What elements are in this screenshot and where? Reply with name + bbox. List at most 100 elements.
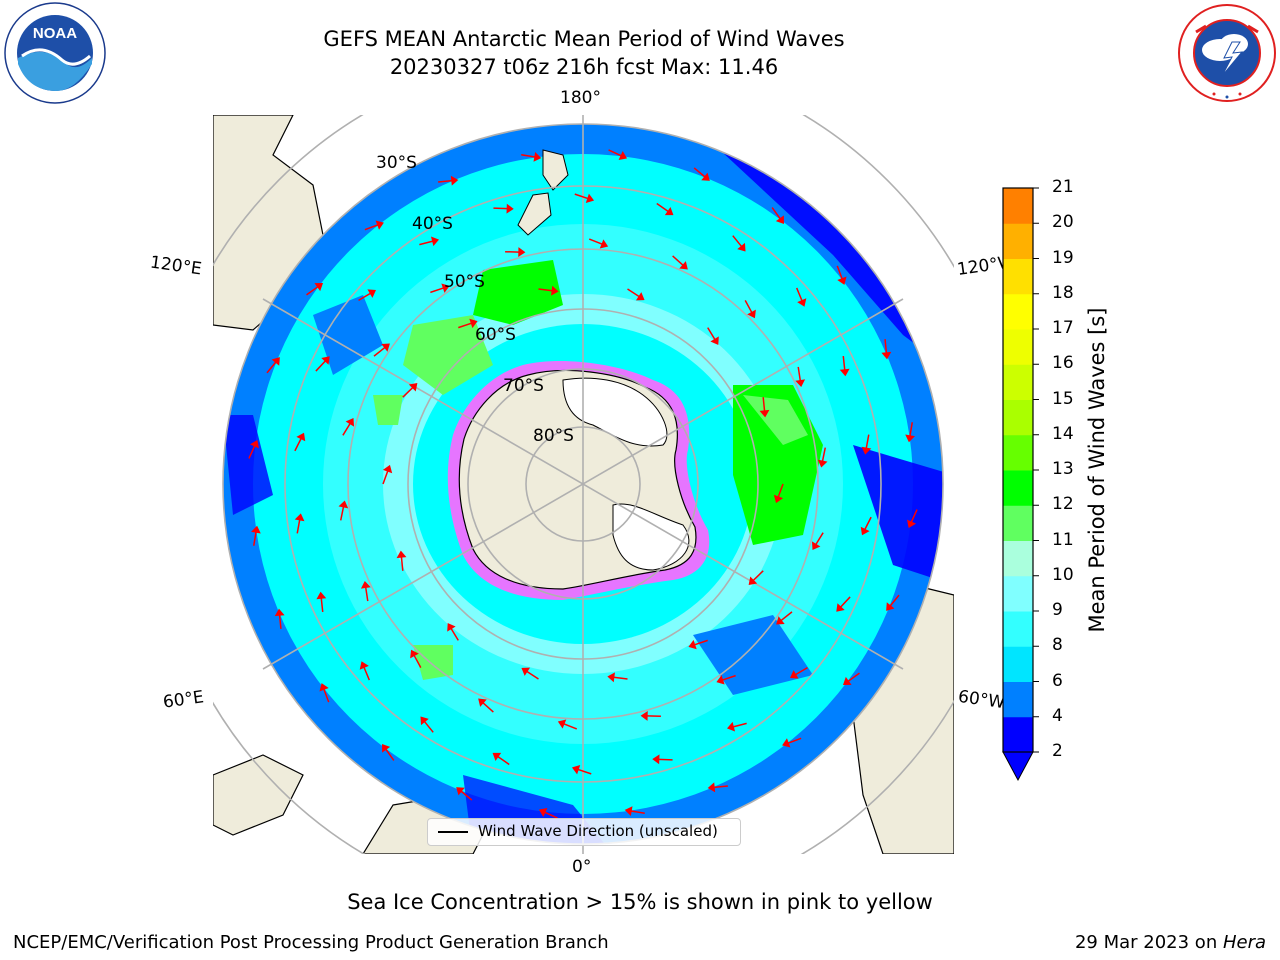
wave-arrow-shaft: [884, 339, 888, 354]
wave-arrow-shaft: [608, 149, 622, 157]
colorbar-tick-label: 17: [1052, 318, 1074, 338]
sea-ice-note: Sea Ice Concentration > 15% is shown in …: [347, 890, 933, 914]
wave-arrow-shaft: [400, 556, 404, 571]
wave-arrow-head: [842, 676, 852, 685]
colorbar-tick-label: 12: [1052, 494, 1074, 515]
noaa-logo: NOAA: [4, 2, 106, 104]
wave-arrow-head: [316, 591, 327, 600]
wave-arrow-head: [839, 368, 850, 377]
wave-arrow-head: [618, 150, 628, 160]
wave-arrow-shaft: [693, 167, 706, 178]
wave-arrow-shaft: [588, 238, 603, 245]
wave-arrow-shaft: [840, 596, 851, 608]
wave-arrow-shaft: [364, 587, 369, 602]
colorbar-tick-label: 20: [1052, 212, 1074, 233]
wave-arrow-shaft: [382, 470, 389, 485]
wave-arrow-shaft: [493, 207, 508, 210]
wave-arrow-head: [450, 175, 459, 186]
wave-arrow-shaft: [296, 519, 301, 534]
wave-arrow-shaft: [419, 240, 434, 246]
wave-arrow-head: [775, 215, 784, 225]
wave-arrow-head: [737, 242, 746, 252]
wave-arrow-head: [557, 719, 567, 729]
colorbar: [1002, 187, 1039, 782]
wave-arrow-shaft: [294, 438, 302, 452]
wave-arrow-shaft: [732, 235, 743, 248]
wave-arrow-shaft: [865, 434, 870, 449]
wave-arrow-shaft: [364, 224, 379, 231]
wave-arrow-head: [367, 289, 376, 298]
wave-arrow-head: [456, 787, 465, 796]
wave-arrow-head: [652, 754, 660, 765]
wave-arrow-head: [707, 782, 716, 793]
wave-arrow-head: [747, 309, 756, 319]
colorbar-tick-label: 14: [1052, 423, 1074, 444]
wave-arrow-head: [478, 698, 487, 707]
wave-arrow-shaft: [306, 286, 319, 296]
wave-arrow-head: [319, 683, 329, 692]
chart-title: GEFS MEAN Antarctic Mean Period of Wind …: [323, 27, 845, 51]
colorbar-segment: [1003, 540, 1033, 577]
wave-arrow-head: [294, 513, 305, 522]
wave-arrow-head: [624, 806, 633, 816]
wave-arrow-shaft: [694, 639, 708, 646]
wave-arrow-head: [441, 283, 450, 293]
wave-arrow-head: [469, 318, 478, 329]
wave-arrow-head: [688, 639, 697, 650]
wave-arrow-head: [782, 738, 791, 748]
wave-arrow-shaft: [795, 287, 803, 302]
wave-arrow-shaft: [385, 748, 395, 761]
wave-arrow-shaft: [910, 509, 918, 523]
wave-arrow-shaft: [909, 422, 913, 437]
colorbar-segment: [1003, 646, 1033, 682]
wave-arrow-shaft: [672, 255, 684, 266]
wave-arrow-shaft: [526, 670, 539, 680]
colorbar-tick-label: 16: [1052, 353, 1074, 374]
wave-arrow-head: [249, 439, 259, 449]
colorbar-segment: [1003, 399, 1033, 436]
wave-arrow-head: [773, 494, 784, 504]
wave-arrow-head: [795, 379, 806, 388]
wave-arrow-shaft: [497, 755, 510, 766]
wave-arrow-shaft: [438, 179, 453, 183]
wave-arrow-head: [271, 357, 280, 366]
colorbar-segment: [1003, 470, 1033, 506]
colorbar-tick-label: 13: [1052, 459, 1074, 479]
lat-label-30s: 30°S: [376, 153, 417, 173]
wave-arrow-head: [811, 541, 821, 550]
wave-arrow-shaft: [780, 611, 793, 622]
wave-arrow-head: [716, 675, 725, 685]
wave-arrow-head: [521, 667, 531, 676]
wave-arrow-shaft: [544, 811, 558, 819]
wave-arrow-shaft: [413, 654, 422, 668]
wave-arrow-head: [759, 409, 770, 418]
wave-arrow-shaft: [771, 207, 781, 220]
wave-arrow-head: [314, 283, 324, 292]
wave-arrow-shaft: [320, 597, 324, 612]
wave-arrow-head: [396, 550, 407, 559]
legend-line-swatch: [438, 831, 468, 833]
colorbar-segment: [1003, 611, 1033, 647]
wave-arrow-head: [837, 276, 847, 285]
colorbar-label: Mean Period of Wind Waves [s]: [1085, 307, 1109, 633]
wave-arrow-shaft: [423, 720, 434, 733]
wave-arrow-shaft: [889, 594, 900, 607]
colorbar-segment: [1003, 681, 1033, 718]
wave-arrow-head: [360, 580, 371, 589]
wave-direction-arrows: [248, 149, 918, 819]
colorbar-tick-label: 6: [1052, 670, 1063, 691]
wave-arrow-head: [776, 616, 785, 625]
wave-arrow-shaft: [732, 722, 747, 728]
wave-arrow-shaft: [630, 810, 645, 814]
colorbar-tick-label: 4: [1052, 705, 1063, 726]
lon-label-180: 180°: [560, 88, 601, 108]
colorbar-segment: [1003, 505, 1033, 541]
wave-arrow-shaft: [363, 666, 371, 681]
wave-arrow-head: [338, 500, 349, 509]
wave-arrow-shaft: [864, 516, 872, 530]
colorbar-segment: [1003, 575, 1033, 612]
wave-arrow-head: [382, 464, 393, 474]
wave-arrow-shaft: [752, 570, 764, 582]
wave-arrow-head: [321, 356, 330, 365]
footer-host: Hera: [1222, 932, 1266, 953]
